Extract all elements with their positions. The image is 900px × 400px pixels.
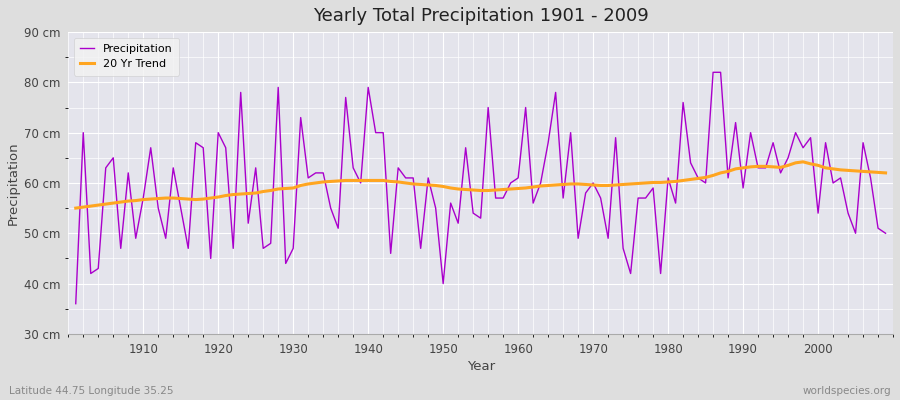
X-axis label: Year: Year	[466, 360, 495, 373]
Precipitation	[603, 236, 614, 241]
20 Yr Trend	[70, 206, 81, 210]
20 Yr Trend	[130, 198, 141, 203]
Title: Yearly Total Precipitation 1901 - 2009: Yearly Total Precipitation 1901 - 2009	[313, 7, 649, 25]
Precipitation	[707, 70, 718, 75]
20 Yr Trend	[340, 178, 351, 183]
Precipitation	[340, 95, 351, 100]
Legend: Precipitation, 20 Yr Trend: Precipitation, 20 Yr Trend	[74, 38, 179, 76]
Precipitation	[130, 236, 141, 241]
Y-axis label: Precipitation: Precipitation	[7, 141, 20, 225]
Text: Latitude 44.75 Longitude 35.25: Latitude 44.75 Longitude 35.25	[9, 386, 174, 396]
20 Yr Trend	[797, 160, 808, 164]
Precipitation	[505, 180, 516, 185]
20 Yr Trend	[513, 186, 524, 191]
Text: worldspecies.org: worldspecies.org	[803, 386, 891, 396]
20 Yr Trend	[505, 186, 516, 191]
Precipitation	[70, 301, 81, 306]
Precipitation	[880, 231, 891, 236]
Precipitation	[513, 176, 524, 180]
20 Yr Trend	[295, 183, 306, 188]
Line: Precipitation: Precipitation	[76, 72, 886, 304]
Precipitation	[295, 115, 306, 120]
Line: 20 Yr Trend: 20 Yr Trend	[76, 162, 886, 208]
20 Yr Trend	[603, 183, 614, 188]
20 Yr Trend	[880, 170, 891, 175]
